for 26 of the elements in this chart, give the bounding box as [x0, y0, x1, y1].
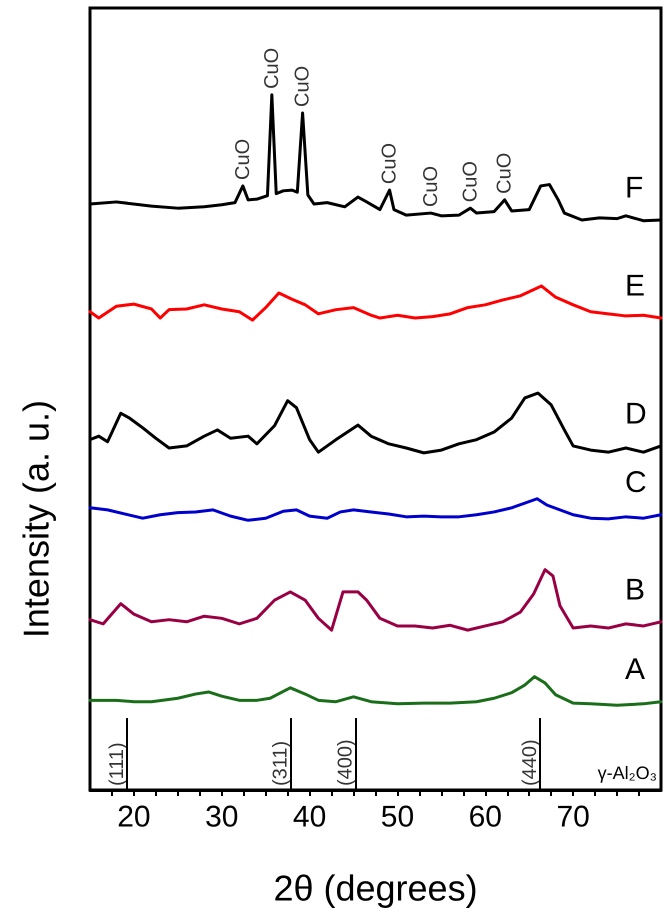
x-tick-label: 60	[468, 800, 502, 834]
x-tick-label: 40	[292, 800, 326, 834]
x-axis-title: 2θ (degrees)	[273, 868, 478, 908]
annotation: (400)	[334, 739, 356, 786]
annotation: CuO	[260, 48, 283, 89]
x-tick-label: 30	[205, 800, 238, 834]
x-tick-label: 50	[380, 800, 414, 834]
annotation: (111)	[106, 742, 128, 786]
series-label: D	[625, 397, 647, 430]
annotation: CuO	[459, 161, 482, 202]
annotation: CuO	[232, 138, 254, 180]
series-label: A	[625, 653, 646, 686]
series-label: E	[625, 270, 646, 303]
annotation: CuO	[378, 142, 401, 184]
y-axis-title: Intensity (a. u.)	[16, 400, 56, 638]
annotation: CuO	[292, 66, 314, 107]
annotation: CuO	[494, 152, 516, 194]
annotation: γ-Al₂O₃	[598, 763, 658, 783]
series-label: C	[625, 466, 647, 500]
series-label: B	[625, 573, 646, 606]
annotation: (311)	[269, 740, 292, 786]
annotation: CuO	[420, 166, 442, 208]
annotation: (440)	[518, 739, 541, 786]
x-tick-label: 20	[117, 800, 151, 834]
x-tick-label: 70	[556, 800, 590, 834]
series-label: F	[625, 172, 644, 205]
